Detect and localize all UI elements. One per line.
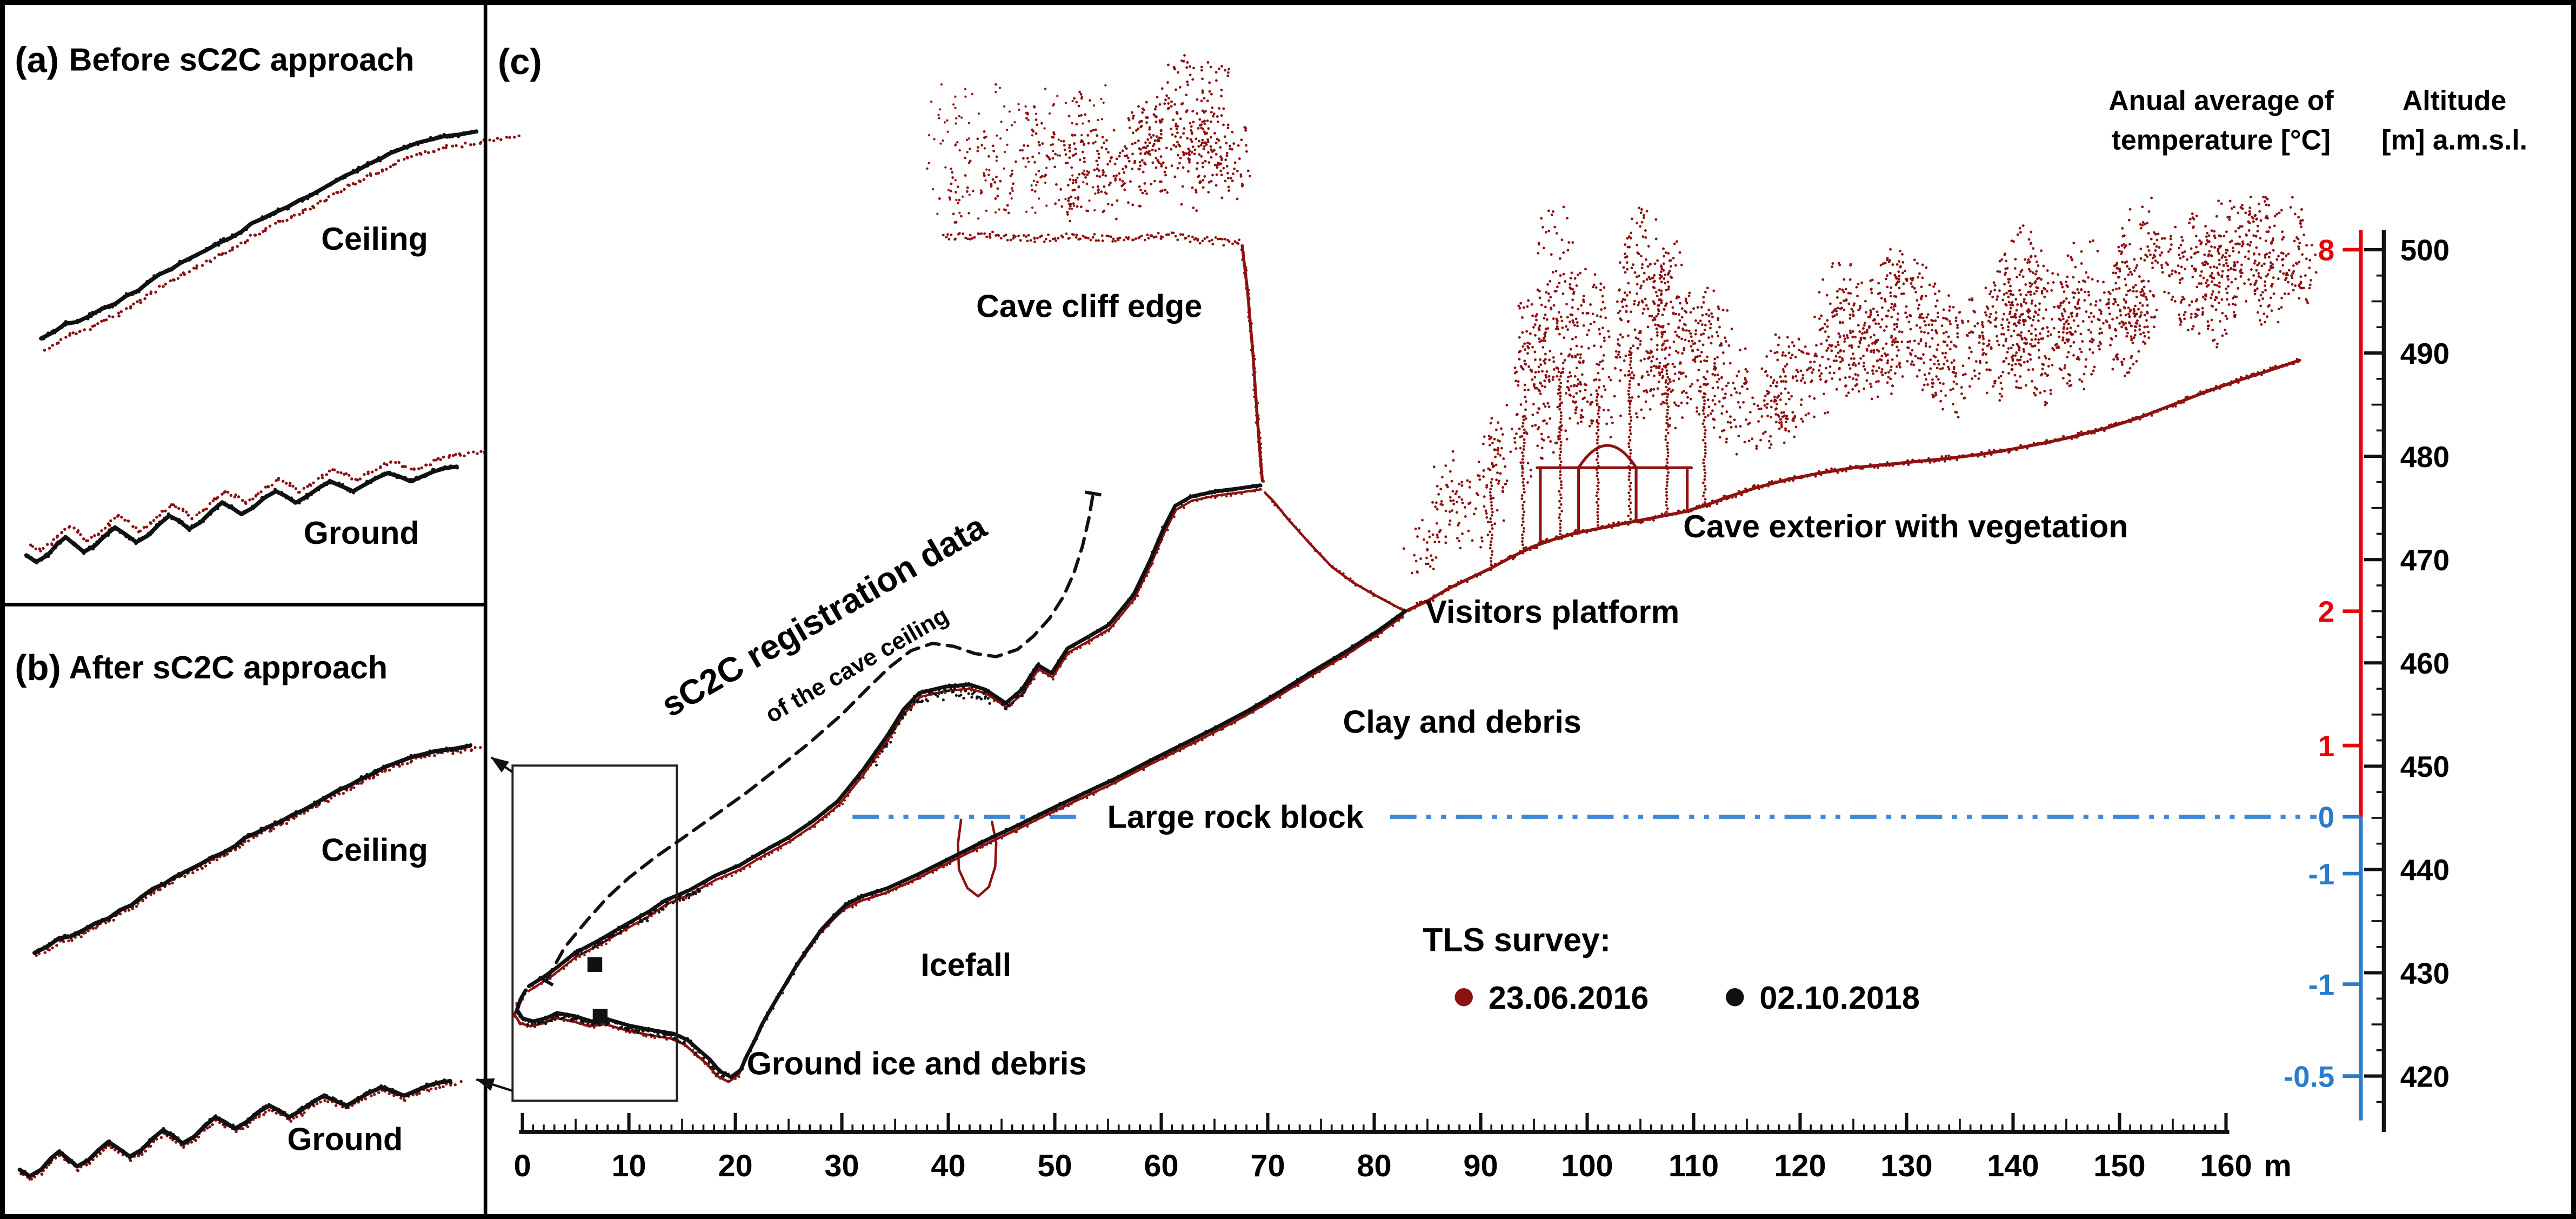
- alt-tick-label: 480: [2400, 440, 2450, 474]
- point-cloud-layer: [512, 54, 2318, 1083]
- ruler-label: 150: [2093, 1149, 2145, 1183]
- panel-a-tag: (a): [15, 40, 59, 81]
- panel-c-tag: (c): [498, 42, 542, 82]
- temp-tick-label: 1: [2318, 729, 2334, 763]
- temp-tick-label: -1: [2308, 857, 2335, 891]
- alt-tick-label: 450: [2400, 750, 2450, 783]
- dashed-end-tick: [1084, 490, 1102, 497]
- panel-b-title: After sC2C approach: [69, 649, 388, 685]
- detail-leader-bottom: [476, 1078, 513, 1092]
- temp-tick-label: 0: [2318, 801, 2334, 834]
- ruler-label: 0: [514, 1149, 531, 1183]
- ruler-label: 80: [1357, 1149, 1391, 1183]
- ruler-label: 30: [824, 1149, 859, 1183]
- temp-tick-label: -1: [2308, 968, 2335, 1001]
- panel-a-ground-label: Ground: [304, 515, 419, 551]
- alt-tick-label: 470: [2400, 543, 2450, 577]
- legend-title: TLS survey:: [1423, 922, 1611, 958]
- ruler-label: 110: [1669, 1149, 1719, 1183]
- figure-labels: (a) Before sC2C approach Ceiling Ground …: [15, 40, 2527, 1157]
- label-cave-cliff-edge: Cave cliff edge: [976, 288, 1202, 324]
- point-cloud: [926, 83, 1107, 220]
- ruler-label: 130: [1880, 1149, 1932, 1183]
- label-icefall: Icefall: [920, 947, 1011, 983]
- alt-tick-label: 500: [2400, 234, 2450, 267]
- point-cloud: [19, 744, 488, 1181]
- altitude-axis: 500 490 480 470 460 450 440 430 420: [2364, 230, 2450, 1132]
- ruler-label: 20: [718, 1149, 752, 1183]
- alt-tick-label: 490: [2400, 337, 2450, 370]
- detail-box: [511, 764, 678, 1102]
- annotations: [476, 490, 1102, 1102]
- scan-position-marker: [592, 1009, 608, 1024]
- label-large-rock-block: Large rock block: [1107, 799, 1364, 835]
- ruler-label: 60: [1144, 1149, 1178, 1183]
- label-cave-exterior: Cave exterior with vegetation: [1683, 508, 2128, 544]
- ruler-label: 40: [931, 1149, 965, 1183]
- temp-axis-title-line2: temperature [°C]: [2112, 124, 2331, 156]
- alt-tick-label: 420: [2400, 1060, 2450, 1093]
- temp-tick-label: 8: [2318, 234, 2334, 267]
- temp-axis-title-line1: Anual average of: [2108, 85, 2334, 116]
- label-visitors-platform: Visitors platform: [1425, 594, 1679, 630]
- alt-tick-label: 460: [2400, 647, 2450, 680]
- label-clay-and-debris: Clay and debris: [1343, 703, 1581, 740]
- alt-axis-title-line1: Altitude: [2403, 85, 2506, 116]
- legend-dot-2016: [1454, 988, 1473, 1007]
- dashed-end-tick: [538, 975, 554, 987]
- label-ground-ice-and-debris: Ground ice and debris: [747, 1045, 1087, 1082]
- ruler-label: 100: [1561, 1149, 1613, 1183]
- legend-label-2018: 02.10.2018: [1759, 980, 1920, 1016]
- panel-b-tag: (b): [15, 648, 61, 688]
- point-cloud: [18, 743, 472, 1178]
- ruler-label: 140: [1987, 1149, 2039, 1183]
- ruler-label: 70: [1250, 1149, 1285, 1183]
- panel-ground-2018: [17, 1078, 452, 1178]
- temp-tick-label: 2: [2318, 595, 2334, 628]
- ruler-label: 50: [1037, 1149, 1072, 1183]
- panel-b-ground-label: Ground: [287, 1121, 403, 1157]
- ruler-label: 120: [1774, 1149, 1826, 1183]
- temp-tick-label: -0.5: [2284, 1060, 2334, 1093]
- panel-b-ceiling-label: Ceiling: [321, 831, 428, 868]
- alt-tick-label: 430: [2400, 956, 2450, 990]
- point-cloud: [515, 484, 1406, 1078]
- panel-profiles-layer: [17, 129, 520, 1181]
- registration-dashed-line: [544, 491, 1095, 983]
- alt-axis-title-line2: [m] a.m.s.l.: [2381, 124, 2527, 156]
- panel-a-ceiling-label: Ceiling: [321, 221, 428, 257]
- ruler-unit: m: [2264, 1149, 2291, 1183]
- point-cloud: [29, 134, 520, 553]
- legend-dot-2018: [1726, 988, 1744, 1007]
- temperature-axis: 8 2 1 0 -1 -1 -0.5: [2284, 230, 2363, 1121]
- platform-arch: [1577, 444, 1638, 469]
- alt-tick-label: 440: [2400, 853, 2450, 887]
- detail-leader-top: [490, 756, 513, 774]
- distance-ruler: 0 10 20 30 40 50 60 70 80 90 100 110 120 130 140 150 160…: [514, 1113, 2292, 1183]
- scan-position-marker: [587, 957, 603, 972]
- ruler-label: 90: [1463, 1149, 1498, 1183]
- ruler-label: 160: [2200, 1149, 2252, 1183]
- legend-label-2016: 23.06.2016: [1489, 980, 1649, 1016]
- ruler-label: 10: [611, 1149, 646, 1183]
- entrance-slope-line: [1264, 492, 1406, 613]
- panel-a-title: Before sC2C approach: [69, 42, 415, 78]
- point-cloud: [24, 130, 479, 565]
